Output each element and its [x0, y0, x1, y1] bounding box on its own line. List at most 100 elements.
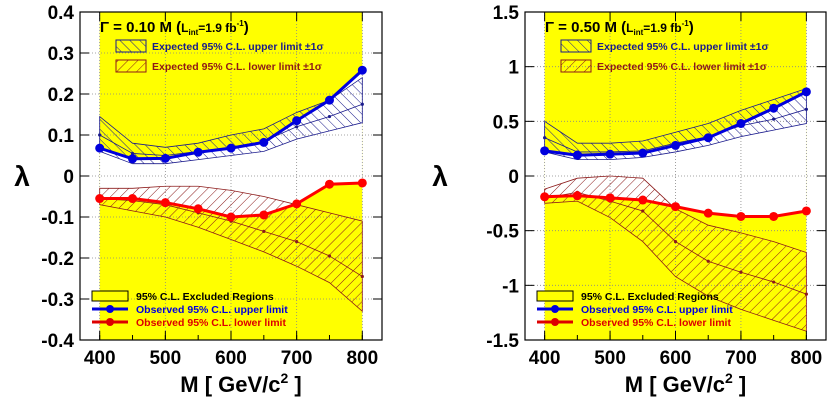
legend-label-expected: Expected 95% C.L. upper limit ±1σ — [152, 41, 324, 53]
x-axis-title: M [ GeV/c2 ] — [625, 370, 747, 397]
y-tick-label: -1 — [502, 276, 519, 297]
observed-lower-point — [324, 179, 334, 189]
observed-lower-point — [605, 193, 615, 203]
y-axis-title: λ — [432, 161, 448, 192]
x-axis-title-end: ] — [288, 372, 301, 397]
x-tick-label: 800 — [791, 348, 823, 369]
legend-swatch-expected — [115, 59, 147, 73]
expected-upper-median-point — [295, 125, 299, 129]
legend-label-bottom: Observed 95% C.L. upper limit — [581, 304, 733, 316]
expected-upper-median-point — [327, 114, 332, 119]
expected-lower-median-point — [804, 292, 808, 296]
observed-lower-point — [736, 211, 746, 221]
x-tick-label: 400 — [84, 348, 116, 369]
header-lum: L — [181, 21, 188, 35]
x-tick-label: 500 — [594, 348, 626, 369]
observed-upper-point — [540, 146, 550, 156]
observed-upper-point — [638, 148, 648, 158]
observed-upper-point — [226, 143, 236, 153]
y-tick-label: 1 — [508, 58, 519, 79]
header-gamma: Γ = 0.10 M ( — [100, 19, 181, 36]
y-tick-label: 0 — [63, 167, 74, 188]
observed-lower-point — [259, 210, 269, 220]
y-tick-label: -0.4 — [41, 331, 74, 352]
chart-header: Γ = 0.50 M (Lint=1.9 fb-1) — [545, 19, 694, 37]
x-tick-label: 500 — [149, 348, 181, 369]
legend-label-bottom: Observed 95% C.L. lower limit — [136, 317, 286, 329]
observed-upper-point — [572, 150, 582, 160]
expected-lower-median-point — [673, 240, 678, 244]
expected-lower-median-point — [360, 274, 364, 279]
header-gamma: Γ = 0.50 M ( — [545, 19, 626, 36]
header-lum-exp: -1 — [237, 19, 245, 28]
y-tick-label: 0.4 — [48, 3, 75, 24]
observed-upper-point — [128, 154, 138, 164]
observed-lower-point — [226, 212, 236, 222]
observed-upper-point — [769, 103, 779, 113]
expected-lower-median-point — [262, 229, 266, 233]
header-lum-sub: int — [188, 28, 198, 37]
observed-lower-point — [193, 204, 203, 214]
x-tick-label: 600 — [660, 348, 692, 369]
y-tick-label: 0.3 — [48, 44, 74, 65]
y-tick-label: -0.1 — [41, 208, 74, 229]
y-tick-label: 1.5 — [493, 3, 520, 24]
legend-swatch-observed-point — [551, 305, 559, 313]
expected-lower-median-point — [739, 270, 743, 274]
x-axis-title-main: M [ GeV/c — [625, 372, 725, 397]
y-tick-label: -1.5 — [486, 331, 519, 352]
observed-lower-point — [357, 178, 367, 188]
y-tick-label: 0.2 — [48, 85, 74, 106]
observed-upper-point — [703, 133, 713, 143]
chart-panel-left: 400 500 600 700 800 -0.4 -0.3 -0.2 -0.1 0 0.1 0.2 0.… — [14, 3, 383, 397]
observed-lower-point — [572, 191, 582, 201]
expected-lower-median-point — [641, 209, 645, 213]
expected-lower-band — [99, 185, 363, 313]
observed-upper-point — [671, 140, 680, 150]
observed-lower-point — [638, 195, 648, 205]
legend-label-expected: Expected 95% C.L. lower limit ±1σ — [152, 61, 322, 73]
observed-upper-point — [324, 95, 334, 105]
legend-swatch-excluded — [91, 290, 129, 302]
observed-upper-point — [95, 143, 105, 153]
observed-lower-point — [95, 194, 105, 204]
y-tick-label: -0.3 — [41, 290, 74, 311]
expected-upper-median-point — [98, 133, 102, 137]
expected-lower-median-point — [327, 254, 332, 258]
expected-upper-median-point — [772, 117, 776, 121]
y-tick-label: -0.5 — [486, 222, 519, 243]
observed-upper-point — [160, 153, 170, 163]
observed-lower-point — [540, 192, 550, 202]
x-axis-title: M [ GeV/c2 ] — [180, 370, 302, 397]
header-lum: L — [626, 21, 633, 35]
x-tick-label: 700 — [725, 348, 757, 369]
observed-lower-point — [160, 198, 170, 208]
observed-upper-point — [801, 87, 811, 97]
observed-upper-point — [605, 149, 615, 159]
expected-upper-median-point — [543, 136, 547, 140]
x-tick-label: 400 — [529, 348, 561, 369]
observed-lower-point — [292, 199, 302, 209]
observed-lower-point — [769, 211, 779, 221]
legend-label-expected: Expected 95% C.L. lower limit ±1σ — [597, 61, 767, 73]
header-lum-exp: -1 — [682, 19, 690, 28]
expected-upper-median-point — [804, 107, 808, 111]
legend-swatch-expected — [115, 39, 147, 53]
legend-swatch-observed-point — [551, 318, 559, 326]
expected-lower-median-point — [706, 259, 710, 263]
header-close: ) — [244, 19, 249, 36]
legend-label-bottom: 95% C.L. Excluded Regions — [581, 291, 719, 303]
x-tick-label: 800 — [346, 348, 378, 369]
legend-swatch-expected — [560, 59, 592, 73]
observed-upper-point — [736, 119, 746, 129]
observed-lower-point — [128, 194, 138, 204]
x-axis-title-end: ] — [733, 372, 746, 397]
header-close: ) — [689, 19, 694, 36]
observed-lower-point — [801, 206, 811, 216]
legend-swatch-expected — [560, 39, 592, 53]
header-lum-val: =1.9 fb — [643, 21, 681, 35]
legend-swatch-observed-point — [106, 318, 114, 326]
x-axis-title-exp: 2 — [281, 370, 289, 386]
header-lum-val: =1.9 fb — [198, 21, 236, 35]
